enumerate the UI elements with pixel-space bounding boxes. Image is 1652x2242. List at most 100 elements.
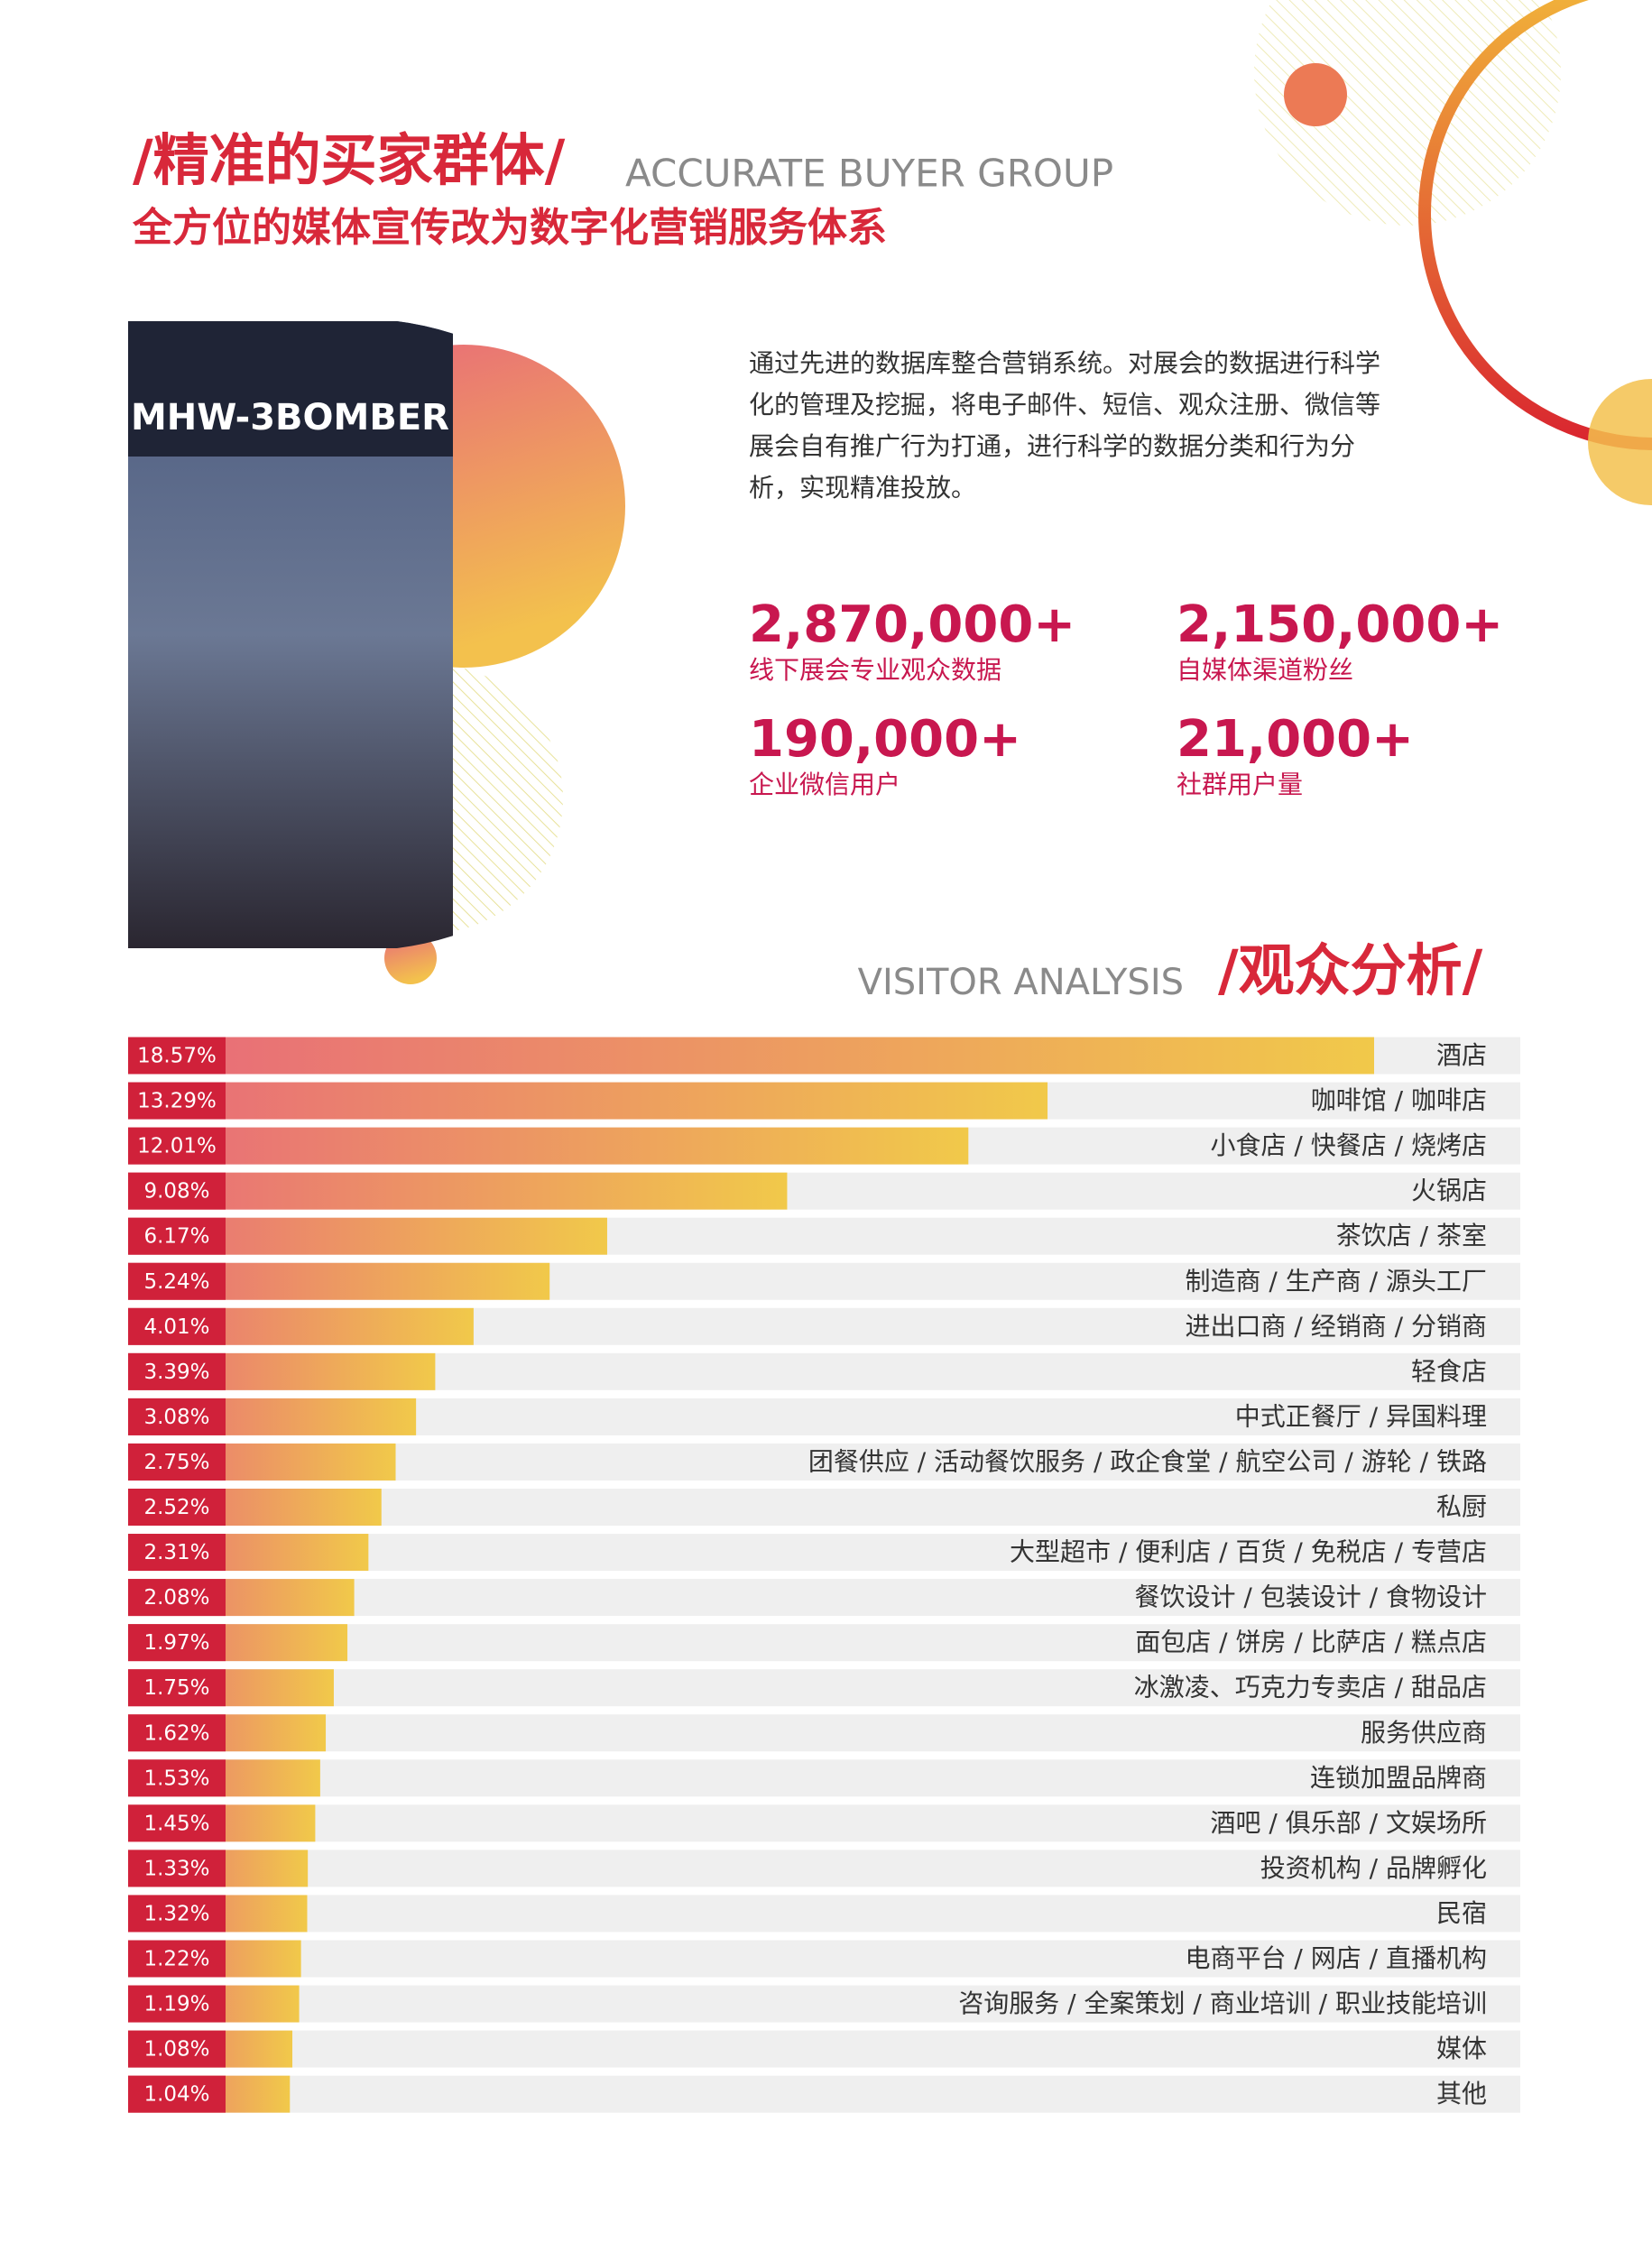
- photo: MHW-3BOMBER: [128, 321, 453, 948]
- stat-label: 线下展会专业观众数据: [749, 655, 1001, 685]
- value-label-box: [128, 1172, 226, 1210]
- value-label-box: [128, 1443, 226, 1481]
- photo-sign-bg: [128, 321, 453, 457]
- value-label: 1.75%: [143, 1676, 209, 1700]
- value-label-box: [128, 1850, 226, 1887]
- intro-line: 析，实现精准投放。: [749, 473, 976, 503]
- stat-value: 21,000+: [1177, 710, 1414, 769]
- value-label-box: [128, 1489, 226, 1526]
- category-label: 其他: [1436, 2079, 1487, 2108]
- value-label-box: [128, 1895, 226, 1933]
- title: /精准的买家群体/: [133, 127, 566, 193]
- stat-label: 企业微信用户: [749, 770, 900, 799]
- stat-label: 社群用户量: [1177, 770, 1303, 799]
- bar-track: [128, 1624, 1520, 1662]
- bar-track: [128, 1985, 1520, 2023]
- value-label-box: [128, 1307, 226, 1345]
- stat-label: 自媒体渠道粉丝: [1177, 655, 1353, 685]
- value-label: 1.08%: [143, 2038, 209, 2062]
- category-label: 投资机构 / 品牌孵化: [1260, 1853, 1487, 1883]
- category-label: 冰激凌、巧克力专卖店 / 甜品店: [1134, 1673, 1487, 1702]
- value-label-box: [128, 1669, 226, 1707]
- intro-line: 展会自有推广行为打通，进行科学的数据分类和行为分: [749, 431, 1355, 461]
- value-label-box: [128, 1624, 226, 1662]
- bar-track: [128, 1714, 1520, 1752]
- bar-track: [128, 1669, 1520, 1707]
- value-label: 3.08%: [143, 1406, 209, 1429]
- value-label-box: [128, 2030, 226, 2068]
- value-label: 2.08%: [143, 1586, 209, 1610]
- category-label: 连锁加盟品牌商: [1310, 1763, 1487, 1793]
- category-label: 面包店 / 饼房 / 比萨店 / 糕点店: [1135, 1628, 1487, 1657]
- value-label-box: [128, 1127, 226, 1165]
- category-label: 大型超市 / 便利店 / 百货 / 免税店 / 专营店: [1010, 1537, 1487, 1567]
- bar-track: [128, 1579, 1520, 1617]
- value-label-box: [128, 1037, 226, 1075]
- stat-value: 2,150,000+: [1177, 595, 1503, 654]
- category-label: 咨询服务 / 全案策划 / 商业培训 / 职业技能培训: [958, 1988, 1487, 2018]
- bar-track: [128, 2030, 1520, 2068]
- category-label: 酒吧 / 俱乐部 / 文娱场所: [1211, 1808, 1487, 1838]
- decor-dot: [1588, 379, 1652, 505]
- title-en: ACCURATE BUYER GROUP: [625, 152, 1113, 196]
- bar-track: [128, 1895, 1520, 1933]
- category-label: 酒店: [1436, 1040, 1487, 1070]
- category-label: 进出口商 / 经销商 / 分销商: [1186, 1311, 1487, 1341]
- intro-line: 通过先进的数据库整合营销系统。对展会的数据进行科学: [749, 348, 1380, 378]
- value-label: 1.32%: [143, 1902, 209, 1925]
- bar: [128, 1172, 788, 1210]
- category-label: 制造商 / 生产商 / 源头工厂: [1186, 1266, 1487, 1296]
- bar-track: [128, 1804, 1520, 1842]
- category-label: 电商平台 / 网店 / 直播机构: [1186, 1943, 1487, 1973]
- value-label-box: [128, 1804, 226, 1842]
- category-label: 火锅店: [1411, 1176, 1487, 1205]
- intro-line: 化的管理及挖掘，将电子邮件、短信、观众注册、微信等: [749, 390, 1380, 420]
- decor-ring: [1418, 0, 1652, 450]
- value-label-box: [128, 1082, 226, 1120]
- bar: [128, 1127, 969, 1165]
- value-label-box: [128, 1579, 226, 1617]
- value-label-box: [128, 1352, 226, 1390]
- value-label: 2.52%: [143, 1496, 209, 1519]
- value-label: 1.45%: [143, 1812, 209, 1835]
- category-label: 中式正餐厅 / 异国料理: [1235, 1401, 1487, 1431]
- value-label: 2.31%: [143, 1541, 209, 1564]
- value-label: 9.08%: [143, 1180, 209, 1204]
- category-label: 餐饮设计 / 包装设计 / 食物设计: [1135, 1582, 1487, 1612]
- value-label: 1.97%: [143, 1631, 209, 1655]
- category-label: 咖啡馆 / 咖啡店: [1311, 1085, 1487, 1115]
- category-label: 私厨: [1436, 1492, 1487, 1522]
- value-label: 3.39%: [143, 1361, 209, 1384]
- stat-value: 2,870,000+: [749, 595, 1075, 654]
- value-label: 6.17%: [143, 1225, 209, 1249]
- category-label: 媒体: [1436, 2034, 1487, 2063]
- category-label: 轻食店: [1411, 1356, 1487, 1386]
- bar-track: [128, 2075, 1520, 2113]
- value-label: 1.19%: [143, 1993, 209, 2016]
- value-label-box: [128, 1759, 226, 1797]
- category-label: 小食店 / 快餐店 / 烧烤店: [1211, 1130, 1487, 1160]
- value-label: 1.33%: [143, 1857, 209, 1880]
- value-label-box: [128, 1217, 226, 1255]
- value-label: 18.57%: [137, 1045, 217, 1068]
- value-label-box: [128, 1985, 226, 2023]
- bar: [128, 1037, 1374, 1075]
- section-title-en: VISITOR ANALYSIS: [858, 962, 1184, 1003]
- value-label-box: [128, 1940, 226, 1978]
- subtitle: 全方位的媒体宣传改为数字化营销服务体系: [132, 205, 887, 251]
- value-label: 1.22%: [143, 1948, 209, 1971]
- value-label: 1.04%: [143, 2083, 209, 2107]
- bar-track: [128, 1759, 1520, 1797]
- category-label: 茶饮店 / 茶室: [1336, 1221, 1487, 1250]
- value-label-box: [128, 1262, 226, 1300]
- bar: [128, 1082, 1048, 1120]
- value-label: 4.01%: [143, 1315, 209, 1339]
- category-label: 民宿: [1436, 1898, 1487, 1928]
- value-label: 1.53%: [143, 1767, 209, 1790]
- category-label: 团餐供应 / 活动餐饮服务 / 政企食堂 / 航空公司 / 游轮 / 铁路: [808, 1446, 1487, 1476]
- value-label-box: [128, 1534, 226, 1572]
- decor-dot: [1284, 63, 1347, 126]
- value-label: 1.62%: [143, 1721, 209, 1745]
- stat-value: 190,000+: [749, 710, 1021, 769]
